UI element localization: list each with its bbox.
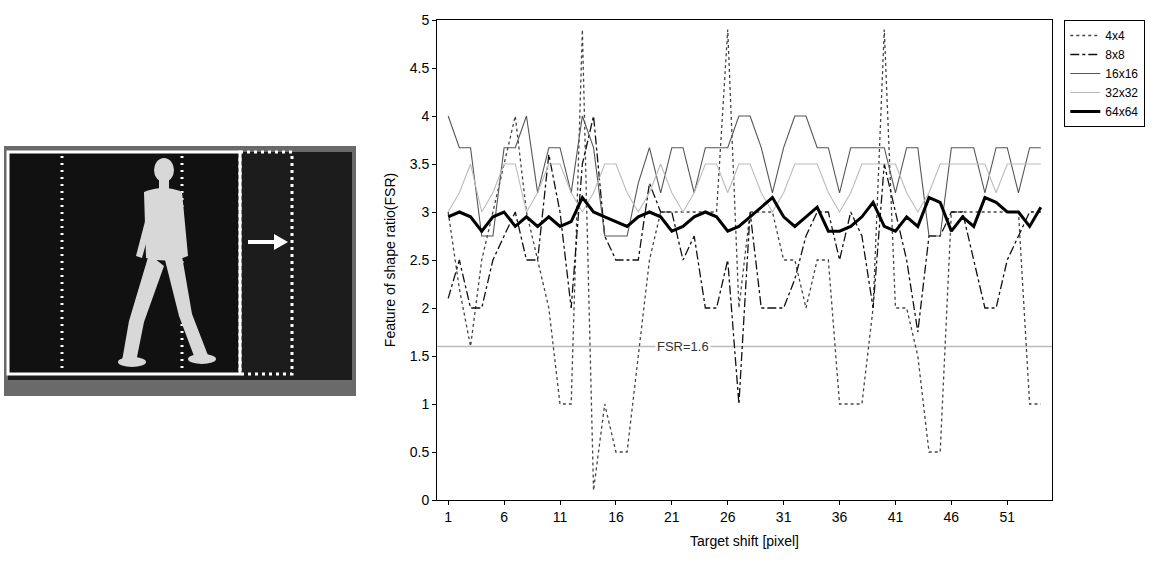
svg-text:3.5: 3.5 — [410, 156, 430, 172]
svg-text:51: 51 — [999, 509, 1015, 525]
svg-text:4: 4 — [421, 108, 429, 124]
svg-text:Feature of shape ratio(FSR): Feature of shape ratio(FSR) — [382, 173, 398, 347]
svg-text:8x8: 8x8 — [1105, 48, 1125, 62]
svg-text:2: 2 — [421, 300, 429, 316]
svg-text:6: 6 — [500, 509, 508, 525]
svg-text:0: 0 — [421, 492, 429, 508]
svg-text:2.5: 2.5 — [410, 252, 430, 268]
svg-text:16: 16 — [608, 509, 624, 525]
svg-text:3: 3 — [421, 204, 429, 220]
svg-text:0.5: 0.5 — [410, 444, 430, 460]
svg-text:32x32: 32x32 — [1105, 86, 1138, 100]
svg-text:FSR=1.6: FSR=1.6 — [657, 339, 709, 354]
svg-text:1: 1 — [421, 396, 429, 412]
svg-text:1.5: 1.5 — [410, 348, 430, 364]
svg-text:4x4: 4x4 — [1105, 29, 1125, 43]
svg-text:21: 21 — [664, 509, 680, 525]
svg-text:4.5: 4.5 — [410, 60, 430, 76]
svg-text:36: 36 — [832, 509, 848, 525]
svg-text:46: 46 — [944, 509, 960, 525]
svg-text:31: 31 — [776, 509, 792, 525]
svg-text:64x64: 64x64 — [1105, 105, 1138, 119]
svg-text:5: 5 — [421, 12, 429, 28]
svg-text:Target shift [pixel]: Target shift [pixel] — [690, 533, 799, 549]
svg-text:26: 26 — [720, 509, 736, 525]
svg-text:11: 11 — [553, 509, 568, 525]
svg-text:1: 1 — [444, 509, 452, 525]
svg-text:41: 41 — [888, 509, 904, 525]
svg-text:16x16: 16x16 — [1105, 67, 1138, 81]
